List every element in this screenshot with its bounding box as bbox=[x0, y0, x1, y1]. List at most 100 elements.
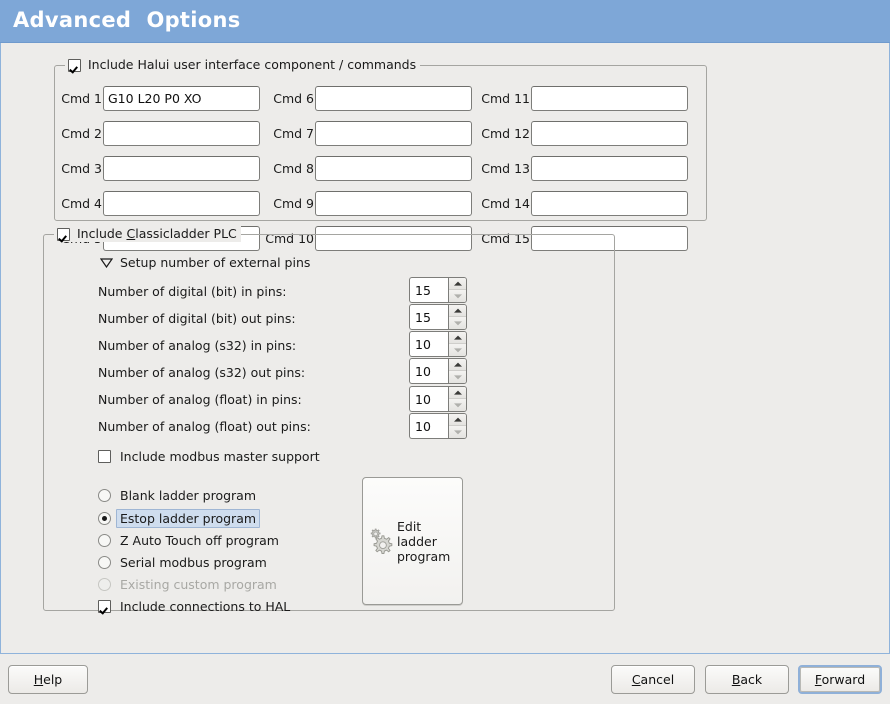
cmd-label: Cmd 12 bbox=[481, 126, 530, 141]
pin-label: Number of analog (s32) in pins: bbox=[98, 337, 297, 353]
external-pins-expander-label: Setup number of external pins bbox=[120, 254, 311, 270]
cancel-button[interactable]: Cancel bbox=[611, 665, 695, 694]
pin-label: Number of analog (float) out pins: bbox=[98, 418, 311, 434]
modbus-master-row[interactable]: Include modbus master support bbox=[98, 447, 320, 465]
cmd-input[interactable] bbox=[531, 121, 688, 146]
stepper-value[interactable]: 10 bbox=[409, 413, 448, 439]
stepper-down-button[interactable] bbox=[449, 399, 466, 411]
include-hal-connections-row[interactable]: Include connections to HAL bbox=[98, 597, 290, 615]
cmd-input[interactable] bbox=[315, 86, 472, 111]
radio-z-auto-touch-off-program[interactable]: Z Auto Touch off program bbox=[98, 531, 279, 549]
cmd-input[interactable]: G10 L20 P0 XO bbox=[103, 86, 260, 111]
cmd-field-row: Cmd 6 bbox=[262, 86, 472, 111]
dialog-titlebar: Advanced Options bbox=[0, 0, 890, 43]
radio-estop-ladder-program[interactable]: Estop ladder program bbox=[98, 508, 261, 528]
classicladder-enable-checkbox[interactable] bbox=[57, 227, 70, 241]
classicladder-group-title[interactable]: Include Classicladder PLC bbox=[54, 226, 241, 242]
back-button-label: ack bbox=[740, 672, 763, 687]
help-button-label: elp bbox=[43, 672, 63, 687]
stepper-buttons[interactable] bbox=[448, 304, 467, 330]
stepper-value[interactable]: 10 bbox=[409, 358, 448, 384]
cmd-label: Cmd 13 bbox=[481, 161, 530, 176]
stepper-down-button[interactable] bbox=[449, 426, 466, 438]
cmd-field-row: Cmd 10 bbox=[262, 226, 472, 251]
radio-indicator[interactable] bbox=[98, 555, 111, 569]
pin-label: Number of analog (s32) out pins: bbox=[98, 364, 306, 380]
stepper-value[interactable]: 15 bbox=[409, 277, 448, 303]
analog-float-in-pins-stepper[interactable]: 10 bbox=[409, 386, 467, 412]
cancel-button-label: ancel bbox=[640, 672, 675, 687]
page-title: Advanced Options bbox=[13, 8, 241, 32]
triangle-down-icon bbox=[100, 258, 113, 268]
include-hal-connections-checkbox[interactable] bbox=[98, 599, 111, 613]
cmd-input[interactable] bbox=[531, 156, 688, 181]
cmd-input[interactable] bbox=[315, 121, 472, 146]
stepper-down-button[interactable] bbox=[449, 317, 466, 329]
stepper-buttons[interactable] bbox=[448, 331, 467, 357]
cmd-input[interactable] bbox=[315, 156, 472, 181]
classicladder-group-frame: Include Classicladder PLC Setup number o… bbox=[43, 226, 615, 614]
analog-s32-out-pins-stepper[interactable]: 10 bbox=[409, 358, 467, 384]
halui-enable-checkbox[interactable] bbox=[68, 58, 81, 72]
pin-row: Number of digital (bit) in pins: bbox=[98, 278, 287, 304]
external-pins-expander[interactable]: Setup number of external pins bbox=[100, 253, 310, 271]
classicladder-enable-label: Include Classicladder PLC bbox=[77, 226, 237, 241]
stepper-up-button[interactable] bbox=[449, 332, 466, 344]
radio-indicator[interactable] bbox=[98, 533, 111, 547]
cmd-input[interactable] bbox=[103, 156, 260, 181]
radio-existing-custom-program: Existing custom program bbox=[98, 575, 277, 593]
cmd-input[interactable] bbox=[531, 226, 688, 251]
cmd-input[interactable] bbox=[531, 86, 688, 111]
stepper-up-button[interactable] bbox=[449, 387, 466, 399]
stepper-up-button[interactable] bbox=[449, 359, 466, 371]
edit-ladder-program-label: Edit ladder program bbox=[397, 518, 451, 564]
stepper-up-button[interactable] bbox=[449, 278, 466, 290]
stepper-up-button[interactable] bbox=[449, 305, 466, 317]
back-button-mnemonic: B bbox=[731, 672, 741, 687]
radio-indicator[interactable] bbox=[98, 511, 111, 525]
cmd-field-row: Cmd 8 bbox=[262, 156, 472, 181]
stepper-buttons[interactable] bbox=[448, 386, 467, 412]
forward-button[interactable]: Forward bbox=[798, 665, 882, 694]
stepper-value[interactable]: 15 bbox=[409, 304, 448, 330]
gears-icon bbox=[367, 526, 395, 557]
cmd-input[interactable] bbox=[103, 191, 260, 216]
modbus-master-checkbox[interactable] bbox=[98, 449, 111, 463]
stepper-down-button[interactable] bbox=[449, 344, 466, 356]
cmd-field-row: Cmd 1 G10 L20 P0 XO bbox=[57, 86, 260, 111]
stepper-value[interactable]: 10 bbox=[409, 386, 448, 412]
cmd-label: Cmd 14 bbox=[481, 196, 530, 211]
radio-indicator[interactable] bbox=[98, 488, 111, 502]
cmd-field-row: Cmd 9 bbox=[262, 191, 472, 216]
cmd-label: Cmd 4 bbox=[61, 196, 102, 211]
stepper-value[interactable]: 10 bbox=[409, 331, 448, 357]
cmd-input[interactable] bbox=[315, 226, 472, 251]
stepper-buttons[interactable] bbox=[448, 358, 467, 384]
cmd-input[interactable] bbox=[315, 191, 472, 216]
forward-button-label: orward bbox=[821, 672, 866, 687]
back-button[interactable]: Back bbox=[705, 665, 789, 694]
analog-s32-in-pins-stepper[interactable]: 10 bbox=[409, 331, 467, 357]
halui-group-title[interactable]: Include Halui user interface component /… bbox=[65, 57, 421, 73]
cmd-input[interactable] bbox=[531, 191, 688, 216]
analog-float-out-pins-stepper[interactable]: 10 bbox=[409, 413, 467, 439]
radio-indicator bbox=[98, 577, 111, 591]
stepper-buttons[interactable] bbox=[448, 277, 467, 303]
pin-row: Number of analog (s32) in pins: bbox=[98, 332, 296, 358]
help-button[interactable]: Help bbox=[8, 665, 88, 694]
pin-row: Number of analog (s32) out pins: bbox=[98, 359, 305, 385]
radio-serial-modbus-program[interactable]: Serial modbus program bbox=[98, 553, 267, 571]
cmd-input[interactable] bbox=[103, 121, 260, 146]
stepper-down-button[interactable] bbox=[449, 290, 466, 302]
pin-row: Number of analog (float) out pins: bbox=[98, 413, 311, 439]
forward-button-mnemonic: F bbox=[814, 672, 822, 687]
edit-ladder-program-button[interactable]: Edit ladder program bbox=[362, 477, 463, 605]
cmd-label: Cmd 9 bbox=[273, 196, 314, 211]
stepper-down-button[interactable] bbox=[449, 371, 466, 383]
digital-bit-out-pins-stepper[interactable]: 15 bbox=[409, 304, 467, 330]
radio-blank-ladder-program[interactable]: Blank ladder program bbox=[98, 486, 256, 504]
digital-bit-in-pins-stepper[interactable]: 15 bbox=[409, 277, 467, 303]
stepper-buttons[interactable] bbox=[448, 413, 467, 439]
stepper-up-button[interactable] bbox=[449, 414, 466, 426]
radio-label: Z Auto Touch off program bbox=[120, 532, 279, 548]
